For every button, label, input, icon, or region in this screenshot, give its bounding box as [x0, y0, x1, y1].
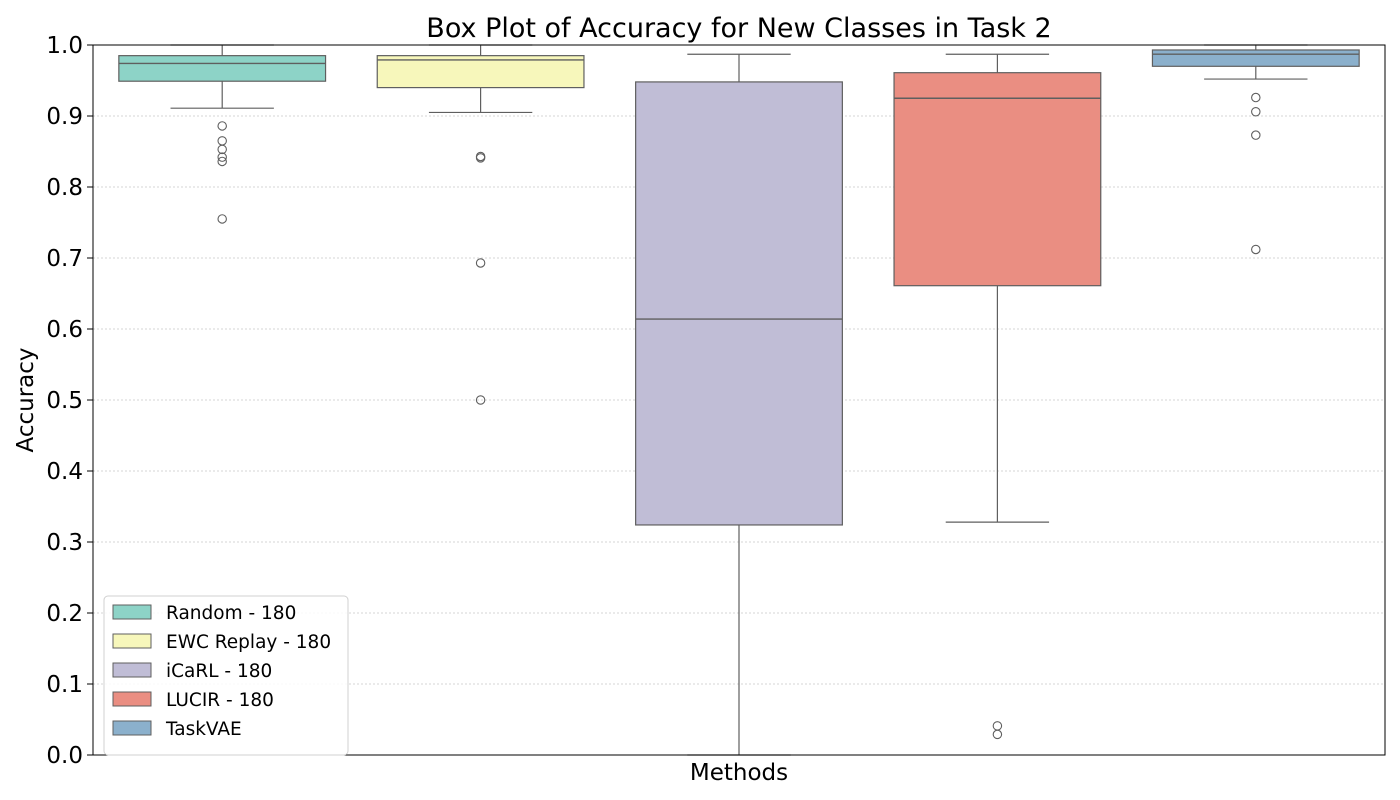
legend-label: iCaRL - 180: [166, 661, 272, 682]
outlier-point: [217, 121, 227, 131]
y-tick-label: 0.1: [46, 672, 83, 698]
outlier-point: [217, 136, 227, 146]
y-tick-label: 0.6: [46, 317, 83, 343]
y-tick-label: 0.8: [46, 175, 83, 201]
box-iqr: [376, 55, 585, 89]
outlier-point: [475, 395, 486, 405]
box-ewc-replay-180: [376, 44, 585, 405]
legend-swatch: [112, 662, 152, 678]
outlier-point: [475, 153, 486, 163]
y-tick-label: 0.5: [46, 388, 83, 414]
chart-title: Box Plot of Accuracy for New Classes in …: [426, 13, 1051, 44]
legend: Random - 180 EWC Replay - 180 iCaRL - 180 L…: [103, 595, 349, 756]
outlier-point: [217, 156, 227, 167]
y-tick-label: 0.0: [46, 743, 83, 769]
legend-frame: [103, 595, 349, 756]
outlier-point: [217, 144, 227, 155]
x-axis-label: Methods: [690, 760, 788, 786]
y-tick-label: 0.3: [46, 530, 83, 556]
y-axis-ticks: 0.0 0.1 0.2 0.3 0.4 0.5 0.6 0.7 0.8 0.9 1.0: [46, 33, 93, 769]
box-lucir-180: [893, 53, 1102, 740]
outlier-point: [1251, 92, 1261, 103]
legend-label: LUCIR - 180: [166, 690, 274, 711]
y-tick-label: 0.7: [46, 246, 83, 272]
legend-swatch: [112, 604, 152, 620]
box-iqr: [1151, 49, 1360, 67]
box-taskvae: [1151, 44, 1360, 255]
box-iqr: [893, 72, 1102, 287]
outlier-point: [992, 729, 1003, 740]
outlier-point: [1251, 130, 1261, 140]
legend-label: EWC Replay - 180: [166, 632, 331, 653]
legend-label: Random - 180: [166, 603, 296, 624]
box-series-group: [118, 44, 1360, 756]
outlier-point: [1251, 244, 1261, 255]
y-tick-label: 0.2: [46, 601, 83, 627]
y-tick-label: 0.4: [46, 459, 83, 485]
legend-label: TaskVAE: [165, 719, 242, 740]
legend-swatch: [112, 720, 152, 736]
box-iqr: [118, 55, 327, 82]
legend-swatch: [112, 633, 152, 649]
legend-swatch: [112, 691, 152, 707]
box-random-180: [118, 44, 327, 224]
outlier-point: [217, 152, 227, 162]
outlier-point: [475, 258, 486, 268]
box-iqr: [635, 81, 843, 526]
outlier-point: [992, 721, 1003, 731]
y-tick-label: 0.9: [46, 104, 83, 130]
y-axis-label: Accuracy: [13, 347, 39, 452]
y-tick-label: 1.0: [46, 33, 83, 59]
outlier-point: [1251, 106, 1261, 117]
box-icarl-180: [635, 53, 843, 756]
outlier-point: [217, 214, 227, 224]
